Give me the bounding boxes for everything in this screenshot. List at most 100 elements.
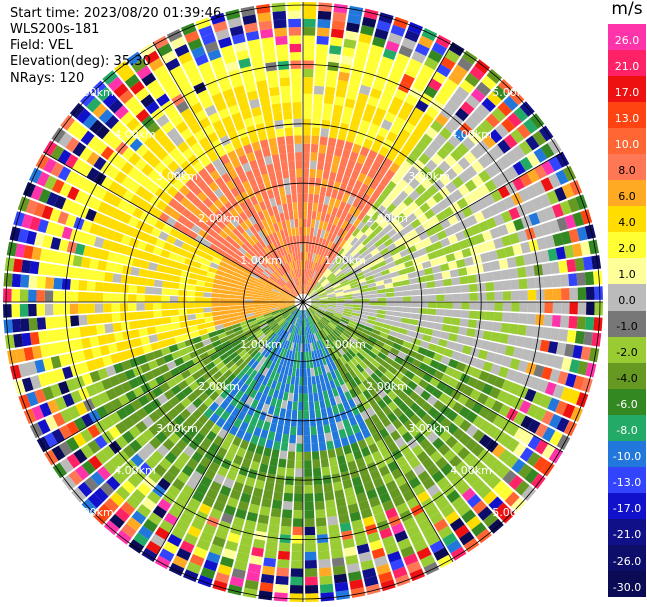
range-gate xyxy=(333,268,342,276)
range-gate xyxy=(74,190,87,204)
range-gate xyxy=(65,437,80,452)
range-gate xyxy=(512,243,523,256)
range-gate xyxy=(223,52,237,65)
range-gate xyxy=(92,509,108,525)
range-gate xyxy=(369,221,380,231)
range-gate xyxy=(461,247,472,258)
range-gate xyxy=(544,206,557,221)
range-gate xyxy=(319,329,326,338)
range-gate xyxy=(221,115,234,127)
range-gate xyxy=(304,510,315,519)
range-gate xyxy=(458,406,471,419)
range-gate xyxy=(81,460,96,476)
range-gate xyxy=(297,193,303,203)
range-gate xyxy=(282,391,289,401)
range-gate xyxy=(435,248,446,258)
range-gate xyxy=(333,198,342,209)
range-gate xyxy=(120,234,132,246)
range-gate xyxy=(518,140,533,156)
range-gate xyxy=(523,253,534,266)
range-gate xyxy=(329,263,337,271)
range-gate xyxy=(306,309,310,318)
range-gate xyxy=(61,475,77,491)
range-gate xyxy=(202,186,214,197)
range-gate xyxy=(253,381,262,392)
range-gate xyxy=(251,546,264,558)
range-gate xyxy=(325,260,333,269)
range-gate xyxy=(283,322,290,330)
range-gate xyxy=(157,498,172,512)
range-gate xyxy=(192,355,202,365)
range-gate xyxy=(327,295,336,298)
range-gate xyxy=(299,235,303,244)
range-gate xyxy=(377,302,387,306)
range-gate xyxy=(419,254,430,263)
range-gate xyxy=(358,551,373,563)
range-gate xyxy=(360,24,375,36)
range-gate xyxy=(281,94,292,104)
range-gate xyxy=(238,173,248,184)
range-gate xyxy=(494,291,503,301)
range-gate xyxy=(206,376,217,386)
range-gate xyxy=(180,327,191,335)
range-gate xyxy=(213,473,226,485)
range-gate xyxy=(386,297,395,302)
range-gate xyxy=(378,164,389,176)
range-gate xyxy=(252,270,261,277)
range-gate xyxy=(321,279,329,287)
range-gate xyxy=(324,86,336,96)
range-gate xyxy=(87,439,101,454)
range-gate xyxy=(135,108,150,123)
range-gate xyxy=(213,319,223,326)
range-gate xyxy=(364,366,374,376)
range-gate xyxy=(191,173,203,185)
range-gate xyxy=(308,307,315,315)
range-gate xyxy=(379,247,390,256)
range-gate xyxy=(447,261,458,270)
range-gate xyxy=(236,370,246,380)
range-gate xyxy=(178,283,188,290)
range-gate xyxy=(415,269,426,277)
range-gate xyxy=(344,304,353,307)
range-gate xyxy=(153,287,163,295)
range-gate xyxy=(428,78,443,92)
range-gate xyxy=(271,344,278,353)
range-gate xyxy=(415,99,429,113)
range-gate xyxy=(429,540,445,554)
range-gate xyxy=(278,306,288,310)
range-gate xyxy=(481,207,493,220)
range-gate xyxy=(306,309,311,318)
range-gate xyxy=(126,51,143,67)
range-gate xyxy=(358,317,368,323)
range-gate xyxy=(214,572,230,584)
range-gate xyxy=(328,53,341,64)
range-gate xyxy=(386,380,396,390)
range-gate xyxy=(351,309,361,314)
range-gate xyxy=(242,272,251,279)
range-gate xyxy=(226,470,238,481)
range-gate xyxy=(186,561,202,575)
range-gate xyxy=(99,481,115,497)
range-gate xyxy=(303,426,310,436)
range-gate xyxy=(264,155,273,166)
range-gate xyxy=(225,268,235,276)
range-gate xyxy=(339,522,352,533)
range-gate xyxy=(252,538,266,549)
range-gate xyxy=(145,278,155,287)
range-gate xyxy=(177,141,190,154)
range-gate xyxy=(156,93,170,107)
range-gate xyxy=(198,25,214,38)
range-gate xyxy=(379,527,393,540)
range-gate xyxy=(347,434,357,445)
range-gate xyxy=(336,420,345,431)
range-gate xyxy=(204,468,216,481)
range-gate xyxy=(374,321,384,328)
range-gate xyxy=(407,229,418,239)
range-gate xyxy=(50,162,64,178)
range-gate xyxy=(319,277,327,285)
colorbar-swatch xyxy=(608,284,646,311)
range-gate xyxy=(146,270,157,279)
colorbar-tick-label: -10.0 xyxy=(612,450,642,464)
range-gate xyxy=(466,265,476,275)
range-gate xyxy=(261,104,272,115)
